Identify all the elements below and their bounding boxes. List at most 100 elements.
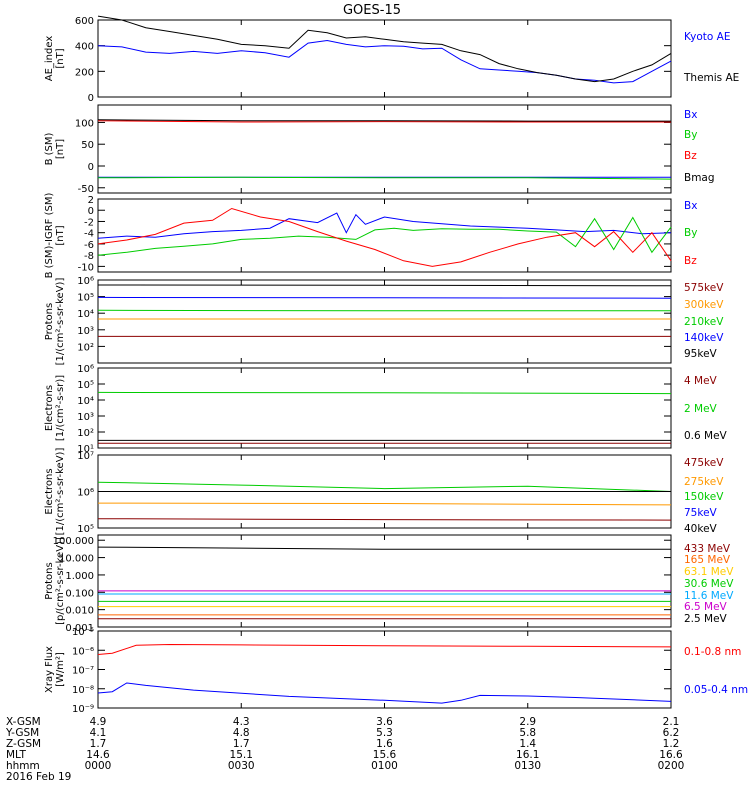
figure-title: GOES-15 xyxy=(343,3,401,18)
panel-7: 0.001 0.010 0.100 1.000 10.000 100.000 Protons… xyxy=(44,534,734,634)
footer-value: 1.4 xyxy=(519,738,536,750)
y-tick-label: 1.000 xyxy=(65,571,94,582)
series-95kev xyxy=(97,284,672,287)
legend-entry: By xyxy=(684,227,697,239)
y-tick-label: 10⁻⁸ xyxy=(72,685,94,696)
y-axis-label: [1/(cm²-s-sr-keV)] xyxy=(55,278,66,366)
y-axis-label: Electrons xyxy=(44,385,55,431)
y-tick-label: 10⁻⁷ xyxy=(72,666,94,677)
panel-4: 10² 10³ 10⁴ 10⁵ 10⁶ Protons [1/(cm²-s-sr-keV)]… xyxy=(44,276,724,365)
legend-entry: Bz xyxy=(684,150,697,162)
y-tick-label: 10.000 xyxy=(59,554,94,565)
footer-value: 1.7 xyxy=(90,738,107,750)
legend-entry: 2.5 MeV xyxy=(684,613,728,625)
panel-frame xyxy=(97,19,672,98)
footer-date: 2016 Feb 19 xyxy=(6,771,71,783)
legend-entry: Bx xyxy=(684,200,697,212)
legend-entry: 140keV xyxy=(684,332,724,344)
panel-6: 10⁵ 10⁶ 10⁷ Electrons [1/(cm²-s-sr-keV)] 475k… xyxy=(44,448,724,536)
y-tick-label: 10⁵ xyxy=(77,380,94,391)
series-275kev xyxy=(97,502,672,506)
series-140kev xyxy=(97,296,672,299)
footer-value: 15.1 xyxy=(230,749,253,761)
series-bz xyxy=(97,207,672,267)
footer-value: 6.2 xyxy=(663,727,680,739)
y-tick-label: 10² xyxy=(77,428,94,439)
y-axis-label: [W/m²] xyxy=(55,652,66,687)
footer-value: 16.1 xyxy=(516,749,539,761)
panel-1: 0 200 400 600 AE_index [nT] Kyoto AE Themis AE xyxy=(44,15,739,104)
legend-entry: 165 MeV xyxy=(684,554,731,566)
y-axis-label: [p/(cm²-s-sr-keV)] xyxy=(55,537,66,625)
footer-row-label: hhmm xyxy=(6,760,40,772)
legend-entry: 575keV xyxy=(684,282,724,294)
footer-value: 1.6 xyxy=(376,738,393,750)
y-tick-label: -2 xyxy=(84,217,94,228)
y-tick-label: 10⁴ xyxy=(77,396,94,407)
y-tick-label: 10⁶ xyxy=(77,488,94,499)
series-by xyxy=(97,216,672,256)
series-150kev xyxy=(97,481,672,492)
series-0-1-0-8-nm xyxy=(97,643,672,655)
legend-entry: 6.5 MeV xyxy=(684,601,728,613)
panel-frame xyxy=(97,279,672,364)
y-tick-label: 0.100 xyxy=(65,588,94,599)
y-tick-label: 2 xyxy=(88,195,94,206)
y-axis-label: AE_index xyxy=(44,36,55,82)
footer-value: 5.3 xyxy=(376,727,393,739)
series-by xyxy=(97,176,672,180)
footer-row-label: Z-GSM xyxy=(6,738,41,750)
legend-entry: 150keV xyxy=(684,491,724,503)
panel-8: 10⁻⁹ 10⁻⁸ 10⁻⁷ 10⁻⁶ 10⁻⁵ Xray Flux [W/m²] 0.1-0… xyxy=(44,627,748,715)
series-bx xyxy=(97,212,672,239)
footer-row-label: Y-GSM xyxy=(5,727,39,739)
footer-value: 4.1 xyxy=(90,727,107,739)
footer-value: 16.6 xyxy=(659,749,683,761)
footer-value: 14.6 xyxy=(86,749,110,761)
panel-frame xyxy=(97,630,672,709)
legend-entry: 4 MeV xyxy=(684,375,718,387)
y-tick-label: -6 xyxy=(84,240,94,251)
series-themis-ae xyxy=(97,15,672,83)
y-tick-label: 10⁵ xyxy=(77,293,94,304)
footer-value: 1.7 xyxy=(233,738,250,750)
y-tick-label: 200 xyxy=(75,67,94,78)
panel-5: 10¹ 10² 10³ 10⁴ 10⁵ 10⁶ Electrons [1/(cm²-s-sr)… xyxy=(44,364,728,455)
legend-entry: 300keV xyxy=(684,299,724,311)
legend-entry: 2 MeV xyxy=(684,403,718,415)
y-axis-label: [1/(cm²-s-sr-keV)] xyxy=(55,448,66,536)
footer-value: 1.2 xyxy=(663,738,680,750)
y-tick-label: 10⁶ xyxy=(77,276,94,287)
y-tick-label: 10⁷ xyxy=(77,451,94,462)
y-tick-label: 10³ xyxy=(77,412,94,423)
legend-entry: 75keV xyxy=(684,507,718,519)
y-tick-label: 0.001 xyxy=(65,623,94,634)
y-tick-label: 10⁻⁹ xyxy=(72,704,94,715)
legend-entry: 210keV xyxy=(684,316,724,328)
y-tick-label: 10⁴ xyxy=(77,309,94,320)
y-tick-label: 10⁶ xyxy=(77,364,94,375)
series-bmag xyxy=(97,119,671,122)
y-tick-label: 10⁻⁵ xyxy=(72,627,94,638)
footer-value: 0100 xyxy=(371,760,398,772)
legend-entry: 11.6 MeV xyxy=(684,590,734,602)
footer-value: 0130 xyxy=(514,760,541,772)
series-2-mev xyxy=(97,391,672,395)
footer-value: 4.9 xyxy=(90,716,107,728)
y-axis-label: [nT] xyxy=(55,139,66,159)
y-axis-label: [nT] xyxy=(55,48,66,68)
footer-row-label: MLT xyxy=(6,749,26,761)
y-tick-label: -50 xyxy=(78,184,94,195)
y-tick-label: 10⁻⁶ xyxy=(72,646,94,657)
legend-entry: 433 MeV xyxy=(684,543,731,555)
y-tick-label: 10³ xyxy=(77,326,94,337)
legend-entry: Themis AE xyxy=(683,72,739,84)
legend-entry: 95keV xyxy=(684,348,718,360)
panel-frame xyxy=(97,198,672,273)
y-tick-label: 10⁵ xyxy=(77,524,94,535)
legend-entry: Bmag xyxy=(684,172,715,184)
legend-entry: Bz xyxy=(684,255,697,267)
y-axis-label: Protons xyxy=(44,562,55,599)
